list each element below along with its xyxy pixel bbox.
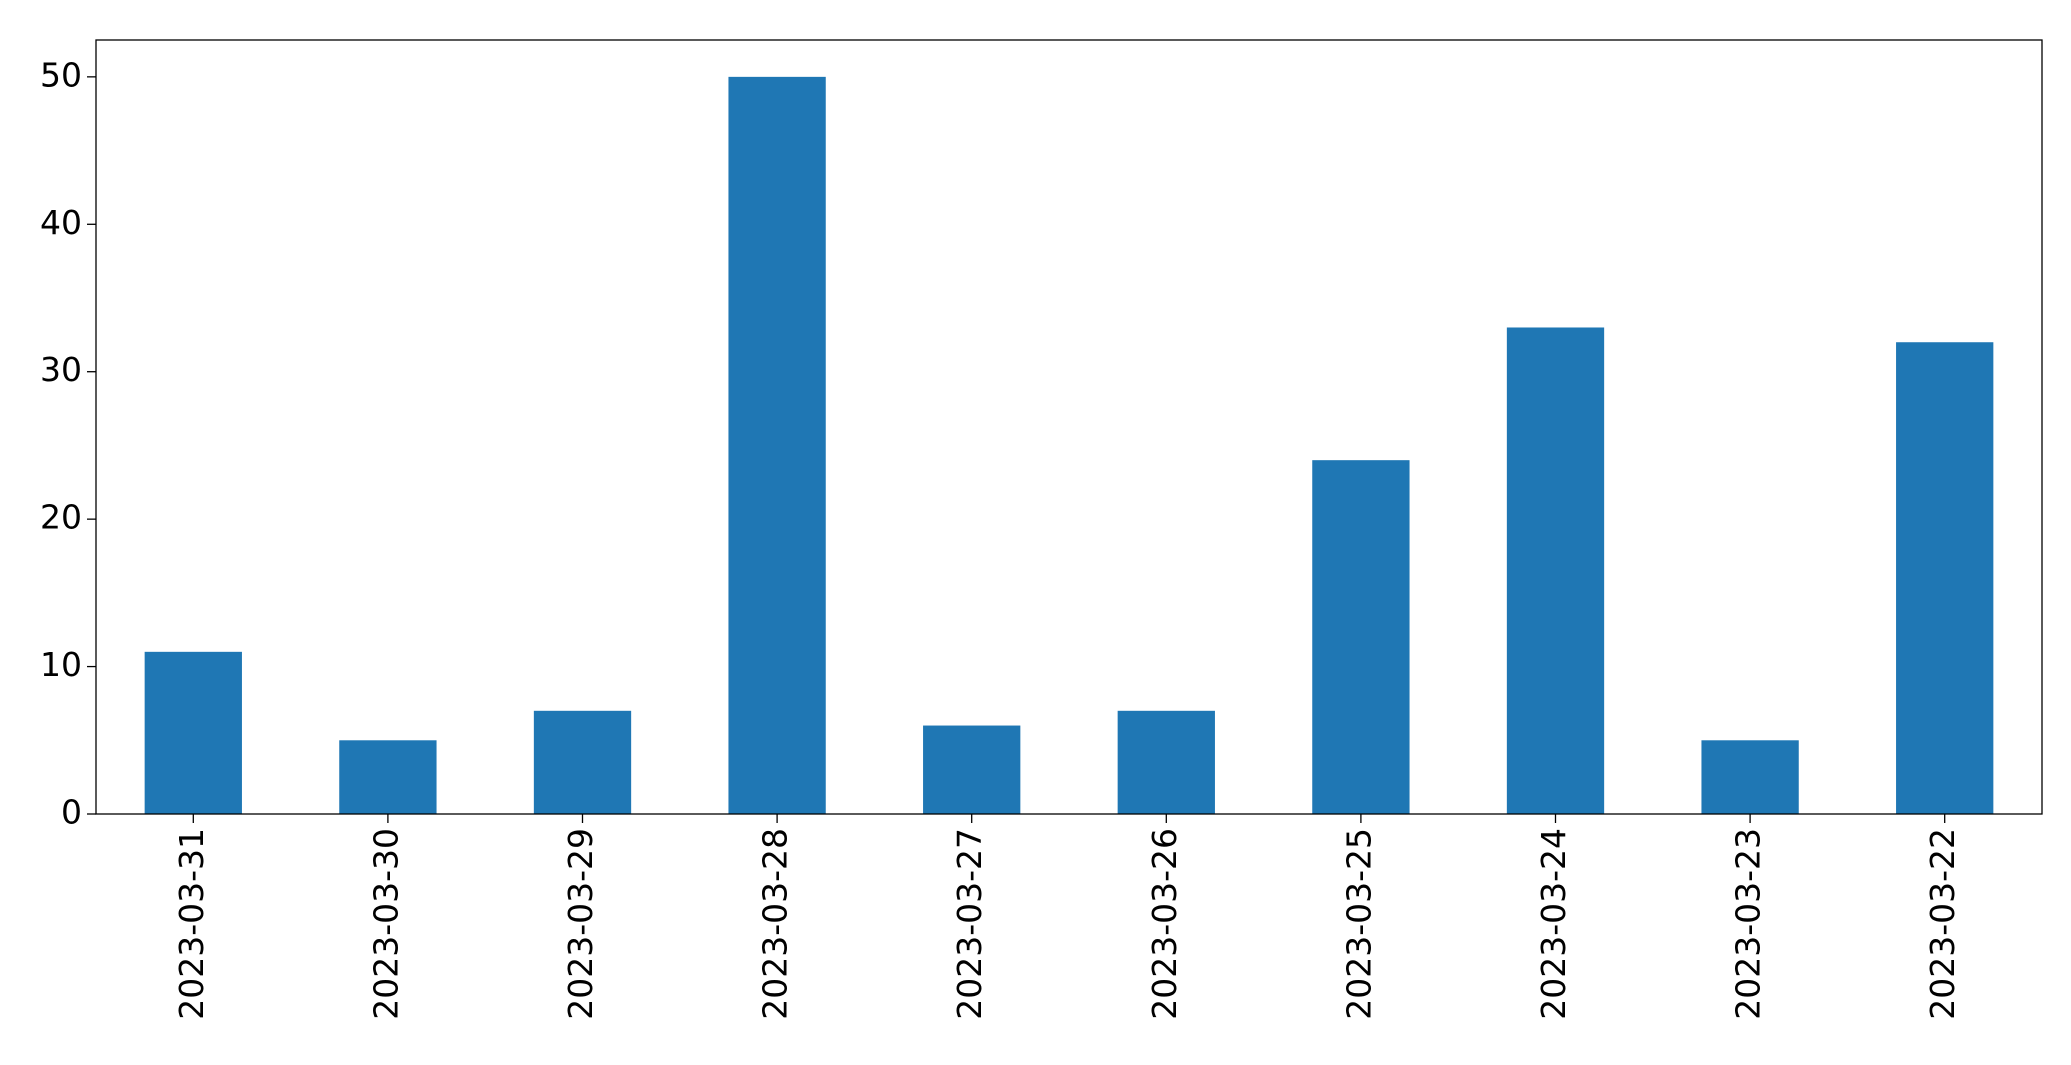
bar xyxy=(144,651,242,814)
bar xyxy=(1117,710,1215,814)
x-tick-label: 2023-03-25 xyxy=(1339,828,1378,1020)
bar xyxy=(1312,460,1410,814)
y-tick-label: 10 xyxy=(40,645,82,684)
axes-frame xyxy=(95,39,2043,815)
x-tick-label: 2023-03-30 xyxy=(366,828,405,1020)
y-tick-label: 40 xyxy=(40,203,82,242)
x-tick-label: 2023-03-29 xyxy=(561,828,600,1020)
bar xyxy=(339,740,437,814)
bar xyxy=(923,725,1021,814)
x-tick-label: 2023-03-28 xyxy=(756,828,795,1020)
y-tick-label: 30 xyxy=(40,350,82,389)
bar xyxy=(1896,342,1994,814)
bar xyxy=(1701,740,1799,814)
x-tick-label: 2023-03-23 xyxy=(1729,828,1768,1020)
x-tick-label: 2023-03-31 xyxy=(172,828,211,1020)
bar xyxy=(533,710,632,814)
x-tick-label: 2023-03-27 xyxy=(950,828,989,1020)
y-tick-label: 50 xyxy=(40,55,82,94)
bar xyxy=(728,76,826,815)
bar xyxy=(1506,327,1605,814)
x-tick-label: 2023-03-24 xyxy=(1534,828,1573,1020)
y-tick-label: 20 xyxy=(40,498,82,537)
x-tick-label: 2023-03-26 xyxy=(1145,828,1184,1020)
x-tick-label: 2023-03-22 xyxy=(1923,828,1962,1020)
y-tick-label: 0 xyxy=(61,793,82,832)
